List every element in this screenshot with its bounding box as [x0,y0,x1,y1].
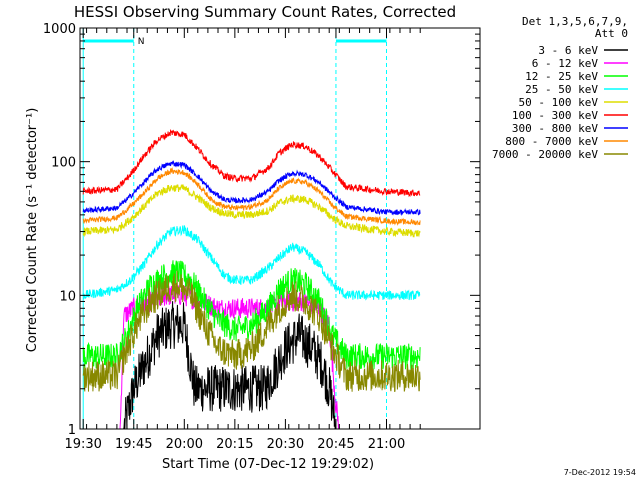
series-line-7 [82,166,421,227]
timestamp: 7-Dec-2012 19:54 [564,468,636,477]
y-axis-label: Corrected Count Rate (s⁻¹ detector⁻¹) [25,108,40,353]
night-markers: N [82,28,388,429]
x-tick-label-1: 19:45 [115,437,152,452]
legend-label-3: 25 - 50 keV [525,83,598,96]
y-tick-label-0: 1 [68,423,76,438]
legend-header-line2: Att 0 [595,27,628,40]
legend-header-line1: Det 1,3,5,6,7,9, [522,15,628,28]
series-line-0 [83,301,340,430]
legend-label-2: 12 - 25 keV [525,70,598,83]
legend-label-5: 100 - 300 keV [512,109,598,122]
series-lines [82,128,421,430]
legend-label-0: 3 - 6 keV [538,44,598,57]
series-line-4 [82,184,421,238]
x-tick-label-0: 19:30 [64,437,101,452]
x-tick-label-2: 20:00 [166,437,203,452]
legend-label-6: 300 - 800 keV [512,122,598,135]
legend-label-8: 7000 - 20000 keV [492,148,598,161]
x-tick-label-5: 20:45 [317,437,354,452]
x-tick-label-6: 21:00 [368,437,405,452]
y-tick-label-3: 1000 [43,22,76,37]
plot-frame [79,27,481,430]
series-line-5 [82,128,421,198]
series-line-3 [82,225,421,301]
axis-ticks: 19:30 19:45 20:00 20:15 20:30 20:45 21:00 1 10 10… [43,22,480,452]
series-line-6 [82,159,421,217]
chart-title: HESSI Observing Summary Count Rates, Cor… [74,3,456,21]
x-tick-label-3: 20:15 [216,437,253,452]
legend-label-4: 50 - 100 keV [519,96,599,109]
x-tick-label-4: 20:30 [267,437,304,452]
x-axis-label: Start Time (07-Dec-12 19:29:02) [162,457,374,472]
y-tick-label-1: 10 [59,289,76,304]
night-marker-label: N [138,37,145,47]
series-line-8 [82,270,421,392]
y-tick-label-2: 100 [51,156,76,171]
legend-label-1: 6 - 12 keV [532,57,599,70]
legend-label-7: 800 - 7000 keV [505,135,598,148]
series-line-2 [82,260,421,371]
